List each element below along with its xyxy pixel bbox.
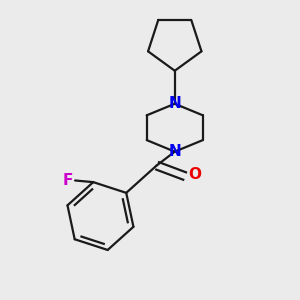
Text: N: N bbox=[168, 144, 181, 159]
Text: F: F bbox=[63, 173, 73, 188]
Text: O: O bbox=[188, 167, 201, 182]
Text: N: N bbox=[168, 96, 181, 111]
